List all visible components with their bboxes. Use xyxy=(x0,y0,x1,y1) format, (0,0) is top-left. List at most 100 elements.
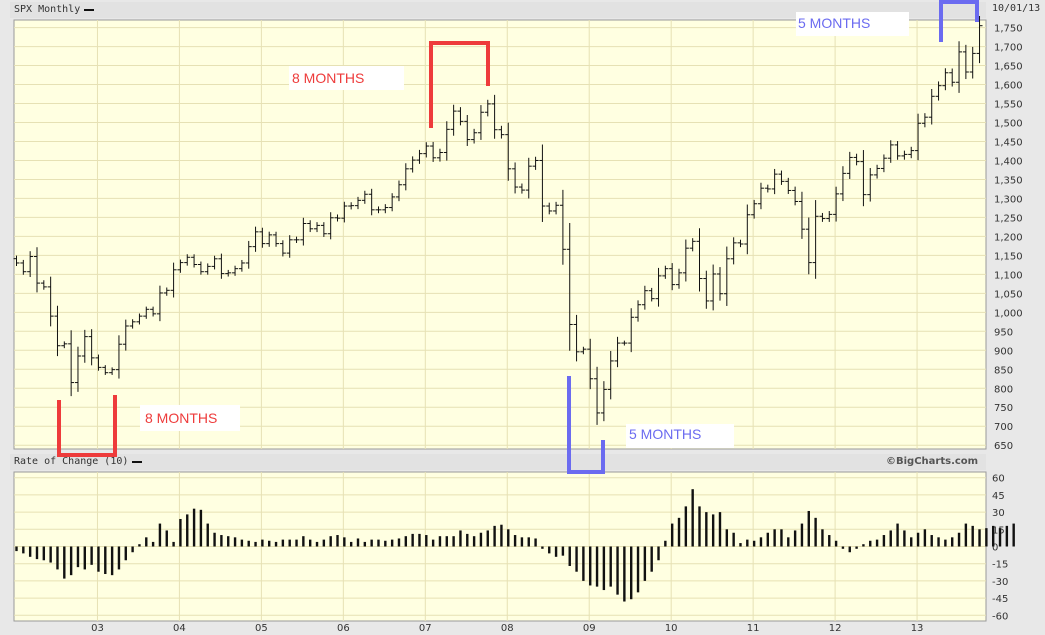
roc-bar xyxy=(459,530,462,547)
roc-bar xyxy=(63,546,66,579)
roc-bar xyxy=(15,546,18,552)
roc-bar xyxy=(869,540,872,547)
roc-bar xyxy=(472,536,476,547)
roc-bar xyxy=(602,546,606,591)
roc-bar xyxy=(390,539,394,547)
roc-bar xyxy=(985,528,988,547)
roc-bar xyxy=(22,546,25,554)
indicator-title: Rate of Change (10) xyxy=(14,456,129,467)
roc-bar xyxy=(991,525,995,547)
red-bracket-2003 xyxy=(57,395,117,457)
roc-bar xyxy=(76,546,80,568)
roc-bar xyxy=(281,539,285,547)
roc-bar xyxy=(739,543,742,547)
chart-title: SPX Monthly xyxy=(14,4,81,15)
roc-bar xyxy=(213,532,216,547)
roc-bar xyxy=(274,541,278,547)
price-y-tick-label: 1,000 xyxy=(994,308,1023,319)
roc-bar xyxy=(418,533,421,547)
x-tick-label: 05 xyxy=(255,623,268,634)
roc-bar xyxy=(370,539,373,547)
roc-bar xyxy=(131,546,134,553)
roc-bar xyxy=(609,546,612,587)
roc-bar xyxy=(951,537,954,547)
roc-bar xyxy=(438,536,442,547)
legend-swatch-icon xyxy=(84,9,95,11)
roc-bar xyxy=(862,544,865,547)
price-y-tick-label: 1,100 xyxy=(994,270,1023,281)
roc-bar xyxy=(916,532,920,547)
roc-bar xyxy=(561,546,565,556)
lower-chart-header: Rate of Change (10) xyxy=(10,454,986,470)
roc-y-tick-label: 60 xyxy=(992,474,1005,485)
roc-bar xyxy=(903,530,906,547)
roc-bar xyxy=(773,529,776,547)
roc-bar xyxy=(875,539,879,547)
indicator-swatch-icon xyxy=(132,461,143,463)
roc-bar xyxy=(363,541,367,547)
roc-bar xyxy=(677,517,681,547)
roc-bar xyxy=(397,538,401,547)
annotation-label: 8 MONTHS xyxy=(292,70,364,86)
roc-y-tick-label: 0 xyxy=(992,543,998,554)
roc-y-tick-label: 30 xyxy=(992,508,1005,519)
roc-bar xyxy=(889,530,892,547)
roc-bar xyxy=(664,540,667,547)
price-y-tick-label: 1,300 xyxy=(994,194,1023,205)
roc-bar xyxy=(288,539,291,547)
x-tick-label: 09 xyxy=(583,623,596,634)
price-y-tick-label: 1,700 xyxy=(994,43,1023,54)
roc-bar xyxy=(527,537,530,547)
roc-bar xyxy=(595,546,599,587)
x-tick-label: 11 xyxy=(747,623,760,634)
roc-bar xyxy=(513,535,517,547)
roc-bar xyxy=(411,533,414,547)
roc-bar xyxy=(507,529,510,547)
upper-chart-header: SPX Monthly xyxy=(10,2,986,18)
roc-bar xyxy=(964,523,968,547)
roc-bar xyxy=(254,541,257,547)
roc-bar xyxy=(35,546,39,560)
roc-bar xyxy=(807,510,810,547)
roc-bar xyxy=(247,540,250,547)
roc-bar xyxy=(650,546,653,572)
roc-bar xyxy=(814,517,817,547)
annotation-box xyxy=(140,405,240,431)
price-y-tick-label: 800 xyxy=(994,384,1013,395)
roc-bar xyxy=(582,546,585,581)
price-y-tick-label: 1,200 xyxy=(994,232,1023,243)
roc-bar xyxy=(83,546,86,570)
roc-bar xyxy=(90,546,93,565)
roc-bar xyxy=(841,546,845,549)
roc-bar xyxy=(691,489,694,547)
roc-bar xyxy=(910,537,913,547)
price-y-tick-label: 1,550 xyxy=(994,100,1023,111)
x-tick-label: 10 xyxy=(665,623,678,634)
roc-bar xyxy=(548,546,551,554)
roc-bar xyxy=(165,530,168,547)
annotation-label: 5 MONTHS xyxy=(798,15,870,31)
roc-bar xyxy=(787,537,790,547)
annotation-label: 5 MONTHS xyxy=(629,426,701,442)
roc-bar xyxy=(800,523,804,547)
roc-bar xyxy=(138,544,141,547)
price-y-tick-label: 1,650 xyxy=(994,62,1023,73)
roc-y-tick-label: -15 xyxy=(992,560,1008,571)
roc-bar xyxy=(445,536,448,547)
roc-bar xyxy=(821,529,824,547)
roc-bar xyxy=(343,537,346,547)
roc-bar xyxy=(684,506,688,547)
roc-bar xyxy=(425,535,428,547)
roc-bar xyxy=(657,546,660,561)
roc-bar xyxy=(486,530,489,547)
x-tick-label: 04 xyxy=(173,623,186,634)
roc-bar xyxy=(151,541,155,547)
roc-bar xyxy=(882,535,886,547)
roc-bar xyxy=(28,546,32,557)
roc-bar xyxy=(711,514,715,547)
x-tick-label: 03 xyxy=(91,623,104,634)
red-bracket-2007 xyxy=(429,41,490,128)
roc-bar xyxy=(541,546,544,549)
roc-bar xyxy=(322,539,326,547)
